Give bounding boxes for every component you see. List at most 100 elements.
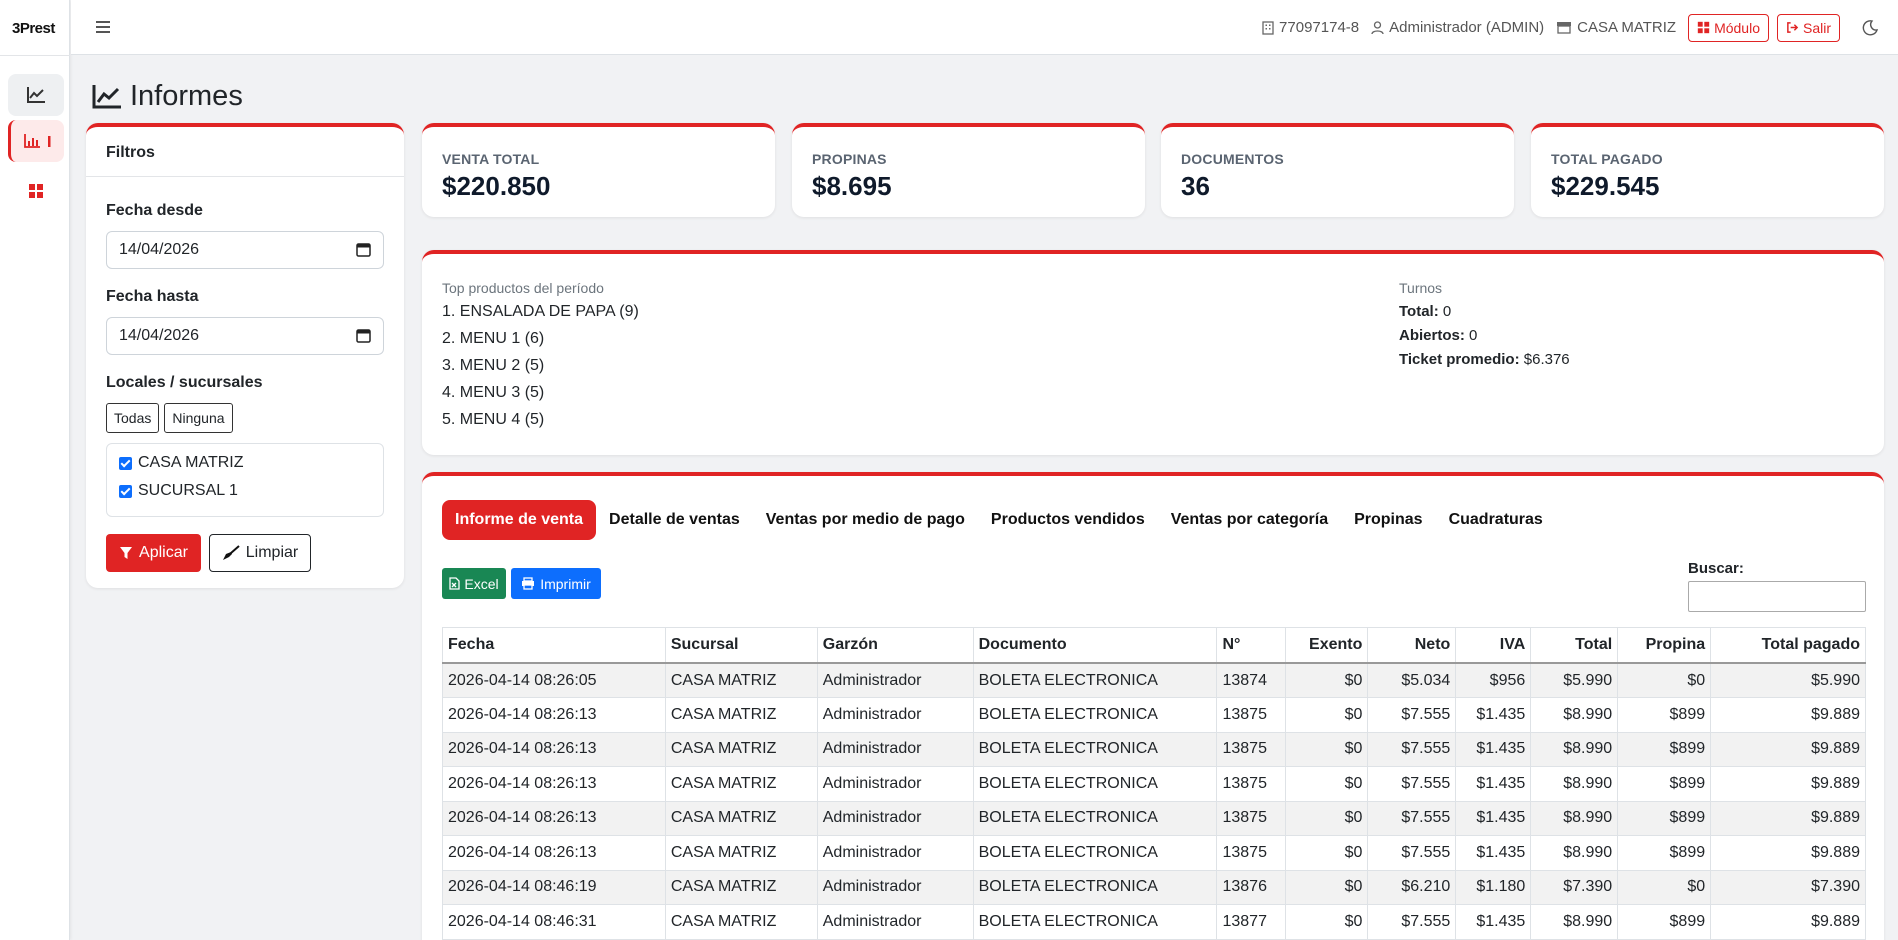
- rail-divider: [0, 55, 70, 56]
- table-row[interactable]: 2026-04-14 08:26:13 CASA MATRIZ Administra…: [442, 800, 1866, 836]
- table-cell: CASA MATRIZ: [664, 697, 818, 733]
- print-label: Imprimir: [540, 575, 591, 592]
- table-cell: 2026-04-14 08:26:13: [442, 766, 666, 802]
- col-document[interactable]: Documento: [972, 627, 1218, 664]
- tab-reconciliation[interactable]: Cuadraturas: [1448, 511, 1543, 528]
- calendar-icon[interactable]: [356, 242, 371, 257]
- apply-button[interactable]: Aplicar: [106, 534, 201, 572]
- location-item[interactable]: CASA MATRIZ: [119, 454, 244, 472]
- excel-button[interactable]: Excel: [442, 568, 506, 599]
- dark-mode-icon[interactable]: [1862, 19, 1878, 36]
- col-total-paid[interactable]: Total pagado: [1710, 627, 1866, 664]
- date-from-label: Fecha desde: [106, 202, 203, 219]
- nav-reports[interactable]: [8, 120, 64, 162]
- stat-value: 36: [1181, 171, 1210, 201]
- table-cell: $0: [1285, 835, 1369, 871]
- stat-label: PROPINAS: [812, 151, 887, 167]
- location-item[interactable]: SUCURSAL 1: [119, 482, 238, 500]
- table-row[interactable]: 2026-04-14 08:26:13 CASA MATRIZ Administra…: [442, 731, 1866, 767]
- table-cell: $899: [1617, 731, 1712, 767]
- logout-button[interactable]: Salir: [1776, 13, 1840, 42]
- stat-card-total-sales: VENTA TOTAL $220.850: [422, 123, 775, 217]
- module-button[interactable]: Módulo: [1688, 13, 1769, 42]
- table-cell: $9.889: [1710, 731, 1866, 767]
- table-cell: $7.555: [1367, 904, 1457, 940]
- search-input[interactable]: [1688, 581, 1866, 612]
- table-row[interactable]: 2026-04-14 08:26:13 CASA MATRIZ Administra…: [442, 835, 1866, 871]
- tab-sales-report[interactable]: Informe de venta: [442, 500, 597, 540]
- table-cell: CASA MATRIZ: [664, 904, 818, 940]
- nav-modules[interactable]: [8, 170, 64, 212]
- shifts-open: Abiertos: 0: [1399, 327, 1477, 344]
- table-cell: Administrador: [816, 766, 974, 802]
- col-vat[interactable]: IVA: [1455, 627, 1532, 664]
- col-number[interactable]: N°: [1216, 627, 1287, 664]
- hamburger-icon[interactable]: [93, 17, 113, 37]
- table-cell: $1.435: [1455, 904, 1532, 940]
- table-cell: 13875: [1216, 697, 1287, 733]
- nav-dashboard[interactable]: [8, 74, 64, 116]
- tab-sales-by-payment[interactable]: Ventas por medio de pago: [765, 511, 965, 528]
- col-net[interactable]: Neto: [1367, 627, 1457, 664]
- table-cell: $0: [1285, 869, 1369, 905]
- stat-card-total-paid: TOTAL PAGADO $229.545: [1531, 123, 1884, 217]
- table-cell: $0: [1285, 662, 1369, 698]
- col-waiter[interactable]: Garzón: [816, 627, 974, 664]
- table-cell: $956: [1455, 662, 1532, 698]
- select-none-button[interactable]: Ninguna: [164, 403, 233, 433]
- clear-button[interactable]: Limpiar: [209, 534, 311, 572]
- filters-title: Filtros: [86, 127, 404, 177]
- table-cell: 13875: [1216, 766, 1287, 802]
- locations-label: Locales / sucursales: [106, 374, 263, 391]
- user-icon: [1371, 20, 1384, 34]
- filters-card: Filtros Fecha desde 14/04/2026 Fecha has…: [86, 123, 404, 588]
- page-title: Informes: [92, 80, 243, 113]
- table-cell: $1.180: [1455, 869, 1532, 905]
- table-cell: BOLETA ELECTRONICA: [972, 731, 1218, 767]
- checkbox-checked[interactable]: [119, 456, 132, 470]
- select-all-button[interactable]: Todas: [106, 403, 160, 433]
- col-branch[interactable]: Sucursal: [664, 627, 818, 664]
- col-tip[interactable]: Propina: [1617, 627, 1712, 664]
- date-from-input[interactable]: 14/04/2026: [106, 231, 384, 269]
- filter-icon: [120, 547, 133, 559]
- tab-products-sold[interactable]: Productos vendidos: [990, 511, 1145, 528]
- col-exempt[interactable]: Exento: [1285, 627, 1369, 664]
- apply-label: Aplicar: [139, 544, 188, 561]
- table-cell: BOLETA ELECTRONICA: [972, 904, 1218, 940]
- table-cell: BOLETA ELECTRONICA: [972, 835, 1218, 871]
- shifts-avg-ticket: Ticket promedio: $6.376: [1399, 351, 1570, 368]
- table-cell: CASA MATRIZ: [664, 662, 818, 698]
- tab-sales-detail[interactable]: Detalle de ventas: [609, 511, 740, 528]
- shifts-title: Turnos: [1399, 280, 1443, 296]
- table-row[interactable]: 2026-04-14 08:26:13 CASA MATRIZ Administra…: [442, 766, 1866, 802]
- shifts-total: Total: 0: [1399, 303, 1451, 320]
- table-cell: $0: [1285, 731, 1369, 767]
- stat-value: $8.695: [812, 171, 892, 201]
- calendar-icon[interactable]: [356, 328, 371, 343]
- table-cell: 13877: [1216, 904, 1287, 940]
- table-cell: CASA MATRIZ: [664, 835, 818, 871]
- table-cell: Administrador: [816, 731, 974, 767]
- print-button[interactable]: Imprimir: [511, 568, 601, 599]
- table-row[interactable]: 2026-04-14 08:26:05 CASA MATRIZ Administra…: [442, 662, 1866, 698]
- app-logo: 3Prest: [12, 20, 55, 37]
- table-cell: 2026-04-14 08:26:05: [442, 662, 666, 698]
- tab-sales-by-category[interactable]: Ventas por categoría: [1170, 511, 1329, 528]
- current-branch: CASA MATRIZ: [1556, 19, 1676, 36]
- col-total[interactable]: Total: [1530, 627, 1619, 664]
- tab-tips[interactable]: Propinas: [1354, 511, 1423, 528]
- table-row[interactable]: 2026-04-14 08:46:19 CASA MATRIZ Administra…: [442, 869, 1866, 905]
- table-row[interactable]: 2026-04-14 08:46:31 CASA MATRIZ Administra…: [442, 904, 1866, 940]
- table-cell: $1.435: [1455, 697, 1532, 733]
- store-icon: [1557, 22, 1572, 34]
- table-row[interactable]: 2026-04-14 08:26:13 CASA MATRIZ Administra…: [442, 697, 1866, 733]
- table-cell: $1.435: [1455, 731, 1532, 767]
- date-to-input[interactable]: 14/04/2026: [106, 317, 384, 355]
- col-date[interactable]: Fecha: [442, 627, 666, 664]
- stat-label: VENTA TOTAL: [442, 151, 540, 167]
- chart-line-icon: [27, 87, 45, 103]
- checkbox-checked[interactable]: [119, 484, 132, 498]
- page-title-text: Informes: [130, 80, 243, 112]
- table-cell: $8.990: [1530, 835, 1619, 871]
